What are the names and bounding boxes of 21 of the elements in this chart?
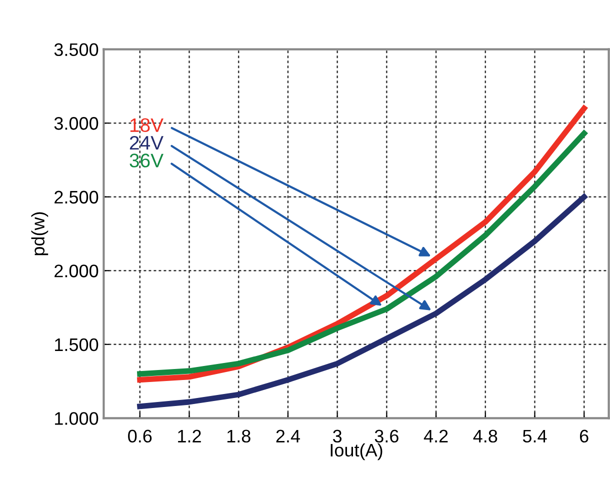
y-tick-label: 1.000 [55, 412, 98, 425]
x-tick-label: 6 [580, 430, 588, 443]
text: 18V [130, 118, 164, 132]
y-tick-label: 1.500 [55, 338, 98, 352]
x-tick-label: 3.6 [374, 430, 398, 443]
x-tick-label: 1.2 [178, 430, 201, 442]
x-tick-label: 3 [332, 430, 342, 443]
x-axis-title: Iout(A) [330, 443, 382, 460]
x-tick-label: 0.6 [128, 430, 152, 443]
y-tick-label: 2.500 [54, 190, 98, 204]
y-tick-label: 2.000 [54, 264, 98, 278]
text: 24V [130, 136, 164, 150]
y-tick-label: 3.500 [54, 43, 98, 56]
y-tick-label: 3.000 [54, 117, 98, 130]
x-tick-label: 5.4 [522, 430, 547, 443]
text: 36V [130, 154, 164, 168]
x-tick-label: 1.8 [227, 430, 250, 443]
x-tick-label: 4.2 [424, 430, 448, 442]
x-tick-label: 4.8 [473, 430, 498, 443]
x-tick-label: 2.4 [276, 430, 300, 442]
y-axis-title: pd(w) [31, 212, 48, 256]
